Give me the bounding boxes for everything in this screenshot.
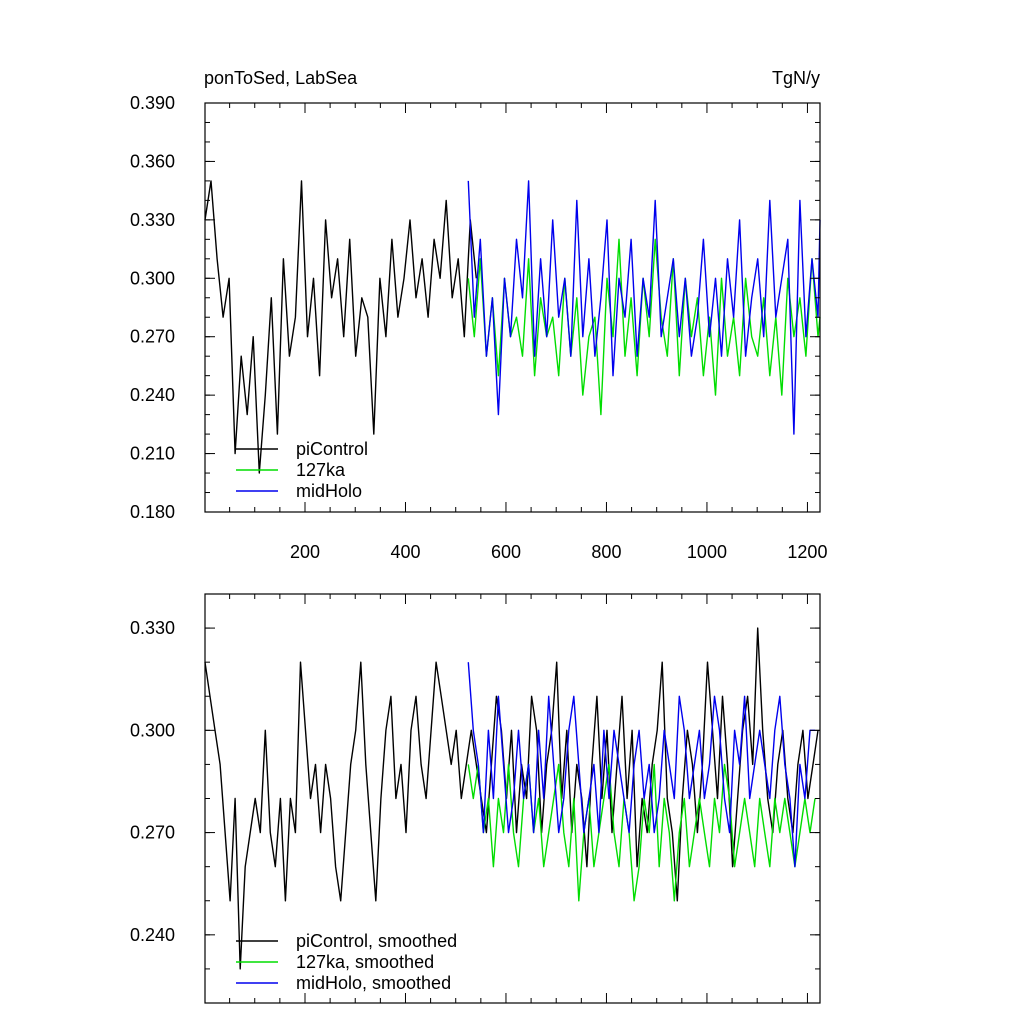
x-tick-label: 400	[390, 542, 420, 562]
top-panel: ponToSed, LabSea TgN/y 0.1800.2100.2400.…	[130, 68, 828, 562]
y-tick-label: 0.390	[130, 93, 175, 113]
y-tick-label: 0.210	[130, 444, 175, 464]
y-tick-label: 0.330	[130, 618, 175, 638]
series-line-midholo	[467, 180, 821, 435]
legend-label: 127ka	[296, 460, 346, 480]
top-series-group	[204, 180, 821, 474]
bottom-axes: 0.240 0.270 0.300 0.330	[130, 593, 820, 1004]
x-tick-label: 600	[491, 542, 521, 562]
bottom-panel: 0.240 0.270 0.300 0.330 piControl, smoothed…	[130, 593, 821, 1004]
y-tick-label: 0.270	[130, 327, 175, 347]
top-title-left: ponToSed, LabSea	[204, 68, 358, 88]
series-line-picontrol-smoothed	[204, 627, 819, 970]
y-tick-label: 0.180	[130, 502, 175, 522]
x-tick-label: 800	[591, 542, 621, 562]
legend-label: midHolo	[296, 481, 362, 501]
x-tick-label: 1200	[787, 542, 827, 562]
top-title-right: TgN/y	[772, 68, 820, 88]
y-tick-label: 0.240	[130, 925, 175, 945]
top-axes: 0.180 0.210 0.240 0.270 0.300 0.330 0.360 0.390…	[130, 93, 828, 562]
legend-label: piControl, smoothed	[296, 931, 457, 951]
y-tick-label: 0.330	[130, 210, 175, 230]
bottom-series-group	[204, 627, 819, 970]
series-line-picontrol	[204, 180, 477, 474]
y-tick-label: 0.300	[130, 720, 175, 740]
legend-label: piControl	[296, 439, 368, 459]
y-tick-label: 0.270	[130, 823, 175, 843]
y-tick-label: 0.300	[130, 268, 175, 288]
x-tick-label: 1000	[687, 542, 727, 562]
legend-label: 127ka, smoothed	[296, 952, 434, 972]
y-tick-label: 0.240	[130, 385, 175, 405]
legend-label: midHolo, smoothed	[296, 973, 451, 993]
x-tick-label: 200	[290, 542, 320, 562]
series-line-midholo-smoothed	[467, 662, 815, 868]
top-plot-frame	[204, 102, 821, 513]
bottom-plot-frame	[204, 593, 821, 1004]
y-tick-label: 0.360	[130, 151, 175, 171]
